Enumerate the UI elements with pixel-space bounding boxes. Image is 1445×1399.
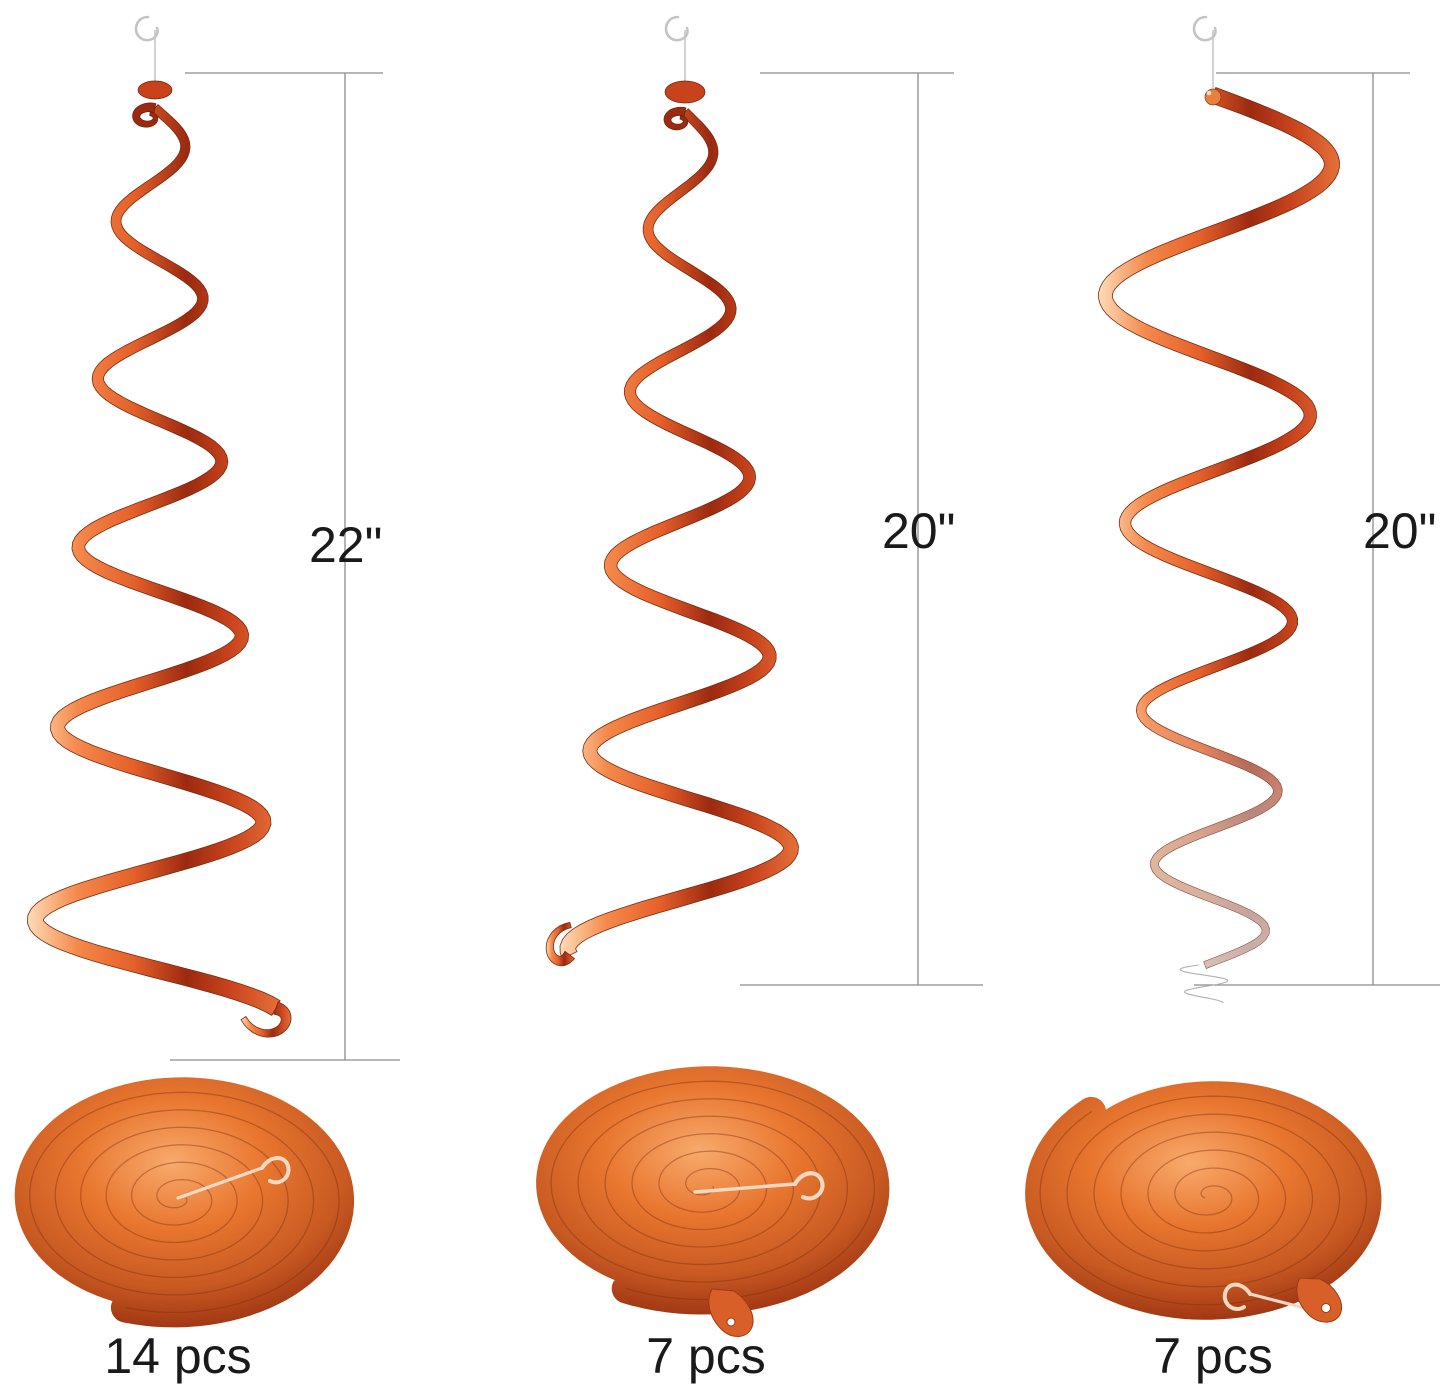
svg-text:14 pcs: 14 pcs	[104, 1328, 251, 1384]
svg-text:20": 20"	[882, 503, 955, 559]
svg-text:20": 20"	[1363, 503, 1436, 559]
svg-text:7 pcs: 7 pcs	[1153, 1328, 1273, 1384]
svg-text:7 pcs: 7 pcs	[646, 1328, 766, 1384]
svg-text:22": 22"	[309, 517, 382, 573]
